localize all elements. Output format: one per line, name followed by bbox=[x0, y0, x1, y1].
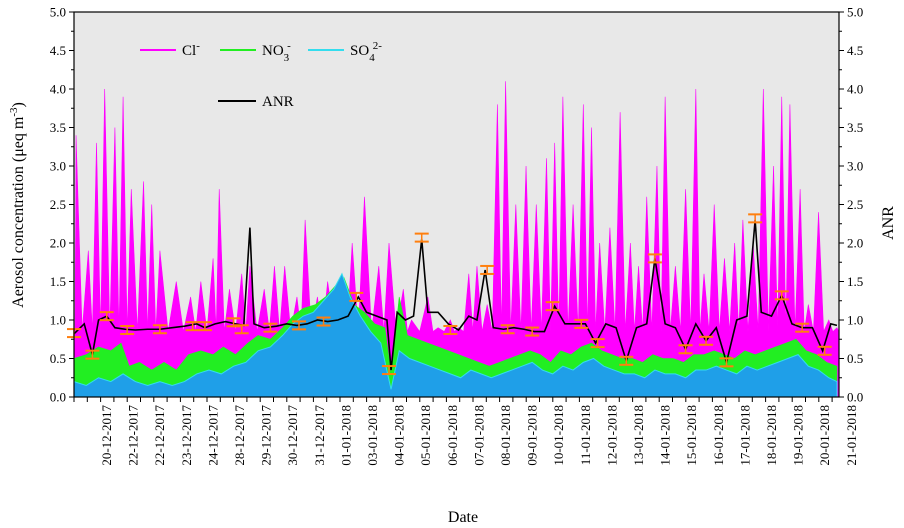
anr-bar bbox=[590, 338, 605, 349]
anr-bar bbox=[699, 335, 714, 346]
y-axis-title-left: Aerosol concentration (μeq m-3) bbox=[8, 102, 27, 308]
y-right-axis: 0.0 0.5 1.0 1.5 2.0 2.5 3.0 3.5 4.0 4.5 5.0 bbox=[839, 5, 863, 405]
anr-bar bbox=[719, 357, 734, 368]
x-tick-label: 22-12-2017 bbox=[126, 405, 141, 466]
legend-label-so4: SO42- bbox=[350, 40, 382, 64]
x-axis-title: Date bbox=[448, 509, 478, 526]
anr-bar bbox=[647, 253, 662, 264]
y-left-tick-label: 3.5 bbox=[50, 120, 66, 135]
anr-bar bbox=[480, 264, 495, 275]
x-tick-label: 28-12-2017 bbox=[232, 405, 247, 466]
y-left-tick-label: 4.5 bbox=[50, 43, 66, 58]
y-right-tick-label: 4.5 bbox=[847, 43, 863, 58]
anr-bar bbox=[292, 320, 306, 331]
y-left-axis: 0.0 0.5 1.0 1.5 2.0 2.5 3.0 3.5 4.0 4.5 5.0 bbox=[50, 5, 74, 405]
y-left-tick-label: 0.0 bbox=[50, 390, 66, 405]
x-tick-label: 31-12-2017 bbox=[312, 405, 327, 466]
x-tick-label: 11-01-2018 bbox=[578, 405, 593, 465]
y-right-tick-label: 1.5 bbox=[847, 274, 863, 289]
y-right-tick-label: 2.0 bbox=[847, 236, 863, 251]
legend-label-no3: NO3- bbox=[262, 40, 291, 64]
x-tick-label: 07-01-2018 bbox=[471, 405, 486, 466]
y-left-tick-label: 4.0 bbox=[50, 82, 66, 97]
x-tick-label: 08-01-2018 bbox=[498, 405, 513, 466]
legend: Cl- NO3- SO42- ANR bbox=[140, 40, 382, 110]
anr-line bbox=[73, 219, 838, 371]
x-tick-label: 15-01-2018 bbox=[684, 405, 699, 466]
x-tick-label: 10-01-2018 bbox=[551, 405, 566, 466]
anr-bar bbox=[234, 324, 249, 335]
x-tick-label: 21-01-2018 bbox=[844, 405, 859, 466]
x-tick-label: 14-01-2018 bbox=[658, 405, 673, 466]
x-tick-label: 04-01-2018 bbox=[392, 405, 407, 466]
y-left-tick-label: 3.0 bbox=[50, 159, 66, 174]
anr-bar bbox=[349, 291, 364, 302]
anr-bar bbox=[120, 325, 135, 336]
x-tick-label: 24-12-2017 bbox=[205, 405, 220, 466]
x-tick-label: 03-01-2018 bbox=[365, 405, 380, 466]
x-tick-label: 05-01-2018 bbox=[418, 405, 433, 466]
legend-label-cl: Cl- bbox=[182, 40, 200, 59]
y-left-tick-label: 2.5 bbox=[50, 197, 66, 212]
anr-bar bbox=[197, 321, 212, 332]
y-right-tick-label: 5.0 bbox=[847, 5, 863, 20]
y-right-tick-label: 0.0 bbox=[847, 390, 863, 405]
anr-bar bbox=[414, 232, 429, 243]
y-axis-title-right: ANR bbox=[880, 206, 897, 240]
anr-bar bbox=[152, 324, 167, 335]
anr-bar bbox=[85, 349, 100, 360]
anr-bar bbox=[500, 324, 515, 335]
anr-bar bbox=[226, 317, 241, 328]
anr-bar bbox=[99, 311, 114, 322]
x-tick-label: 06-01-2018 bbox=[445, 405, 460, 466]
y-right-tick-label: 0.5 bbox=[847, 351, 863, 366]
y-left-tick-label: 1.5 bbox=[50, 274, 66, 289]
anr-bar bbox=[678, 344, 693, 355]
anr-bar bbox=[574, 318, 589, 329]
x-tick-label: 22-12-2017 bbox=[152, 405, 167, 466]
anr-bar bbox=[545, 301, 560, 312]
y-right-tick-label: 3.0 bbox=[847, 159, 863, 174]
y-left-tick-label: 0.5 bbox=[50, 351, 66, 366]
x-tick-label: 13-01-2018 bbox=[631, 405, 646, 466]
anr-bar bbox=[817, 345, 832, 356]
x-tick-label: 17-01-2018 bbox=[737, 405, 752, 466]
anr-bar bbox=[748, 213, 763, 224]
x-axis: 20-12-2017 22-12-2017 22-12-2017 23-12-2017… bbox=[73, 397, 859, 466]
x-tick-label: 20-01-2018 bbox=[817, 405, 832, 466]
x-tick-label: 30-12-2017 bbox=[285, 405, 300, 466]
anr-bar bbox=[774, 290, 789, 301]
y-right-tick-label: 2.5 bbox=[847, 197, 863, 212]
anr-bar bbox=[316, 316, 331, 327]
anr-bar bbox=[525, 326, 540, 337]
y-right-tick-label: 1.0 bbox=[847, 313, 863, 328]
anr-bar bbox=[382, 365, 396, 376]
so4-area-layer bbox=[73, 272, 838, 398]
y-right-tick-label: 4.0 bbox=[847, 82, 863, 97]
anr-bar bbox=[795, 322, 810, 333]
y-left-tick-label: 5.0 bbox=[50, 5, 66, 20]
x-tick-label: 18-01-2018 bbox=[764, 405, 779, 466]
x-tick-label: 20-12-2017 bbox=[99, 405, 114, 466]
anr-line-layer bbox=[73, 219, 838, 371]
anr-bar bbox=[185, 321, 200, 332]
anr-bar bbox=[263, 322, 278, 333]
x-tick-label: 16-01-2018 bbox=[711, 405, 726, 466]
anr-bar bbox=[619, 355, 634, 366]
x-tick-label: 19-01-2018 bbox=[791, 405, 806, 466]
y-right-tick-label: 3.5 bbox=[847, 120, 863, 135]
anr-bar bbox=[443, 325, 458, 336]
y-left-tick-label: 2.0 bbox=[50, 236, 66, 251]
legend-label-anr: ANR bbox=[262, 94, 294, 110]
x-tick-label: 23-12-2017 bbox=[179, 405, 194, 466]
x-tick-label: 09-01-2018 bbox=[525, 405, 540, 466]
y-left-tick-label: 1.0 bbox=[50, 313, 66, 328]
x-tick-label: 12-01-2018 bbox=[604, 405, 619, 466]
so4-area bbox=[73, 272, 838, 398]
x-tick-label: 01-01-2018 bbox=[338, 405, 353, 466]
x-tick-label: 29-12-2017 bbox=[259, 405, 274, 466]
